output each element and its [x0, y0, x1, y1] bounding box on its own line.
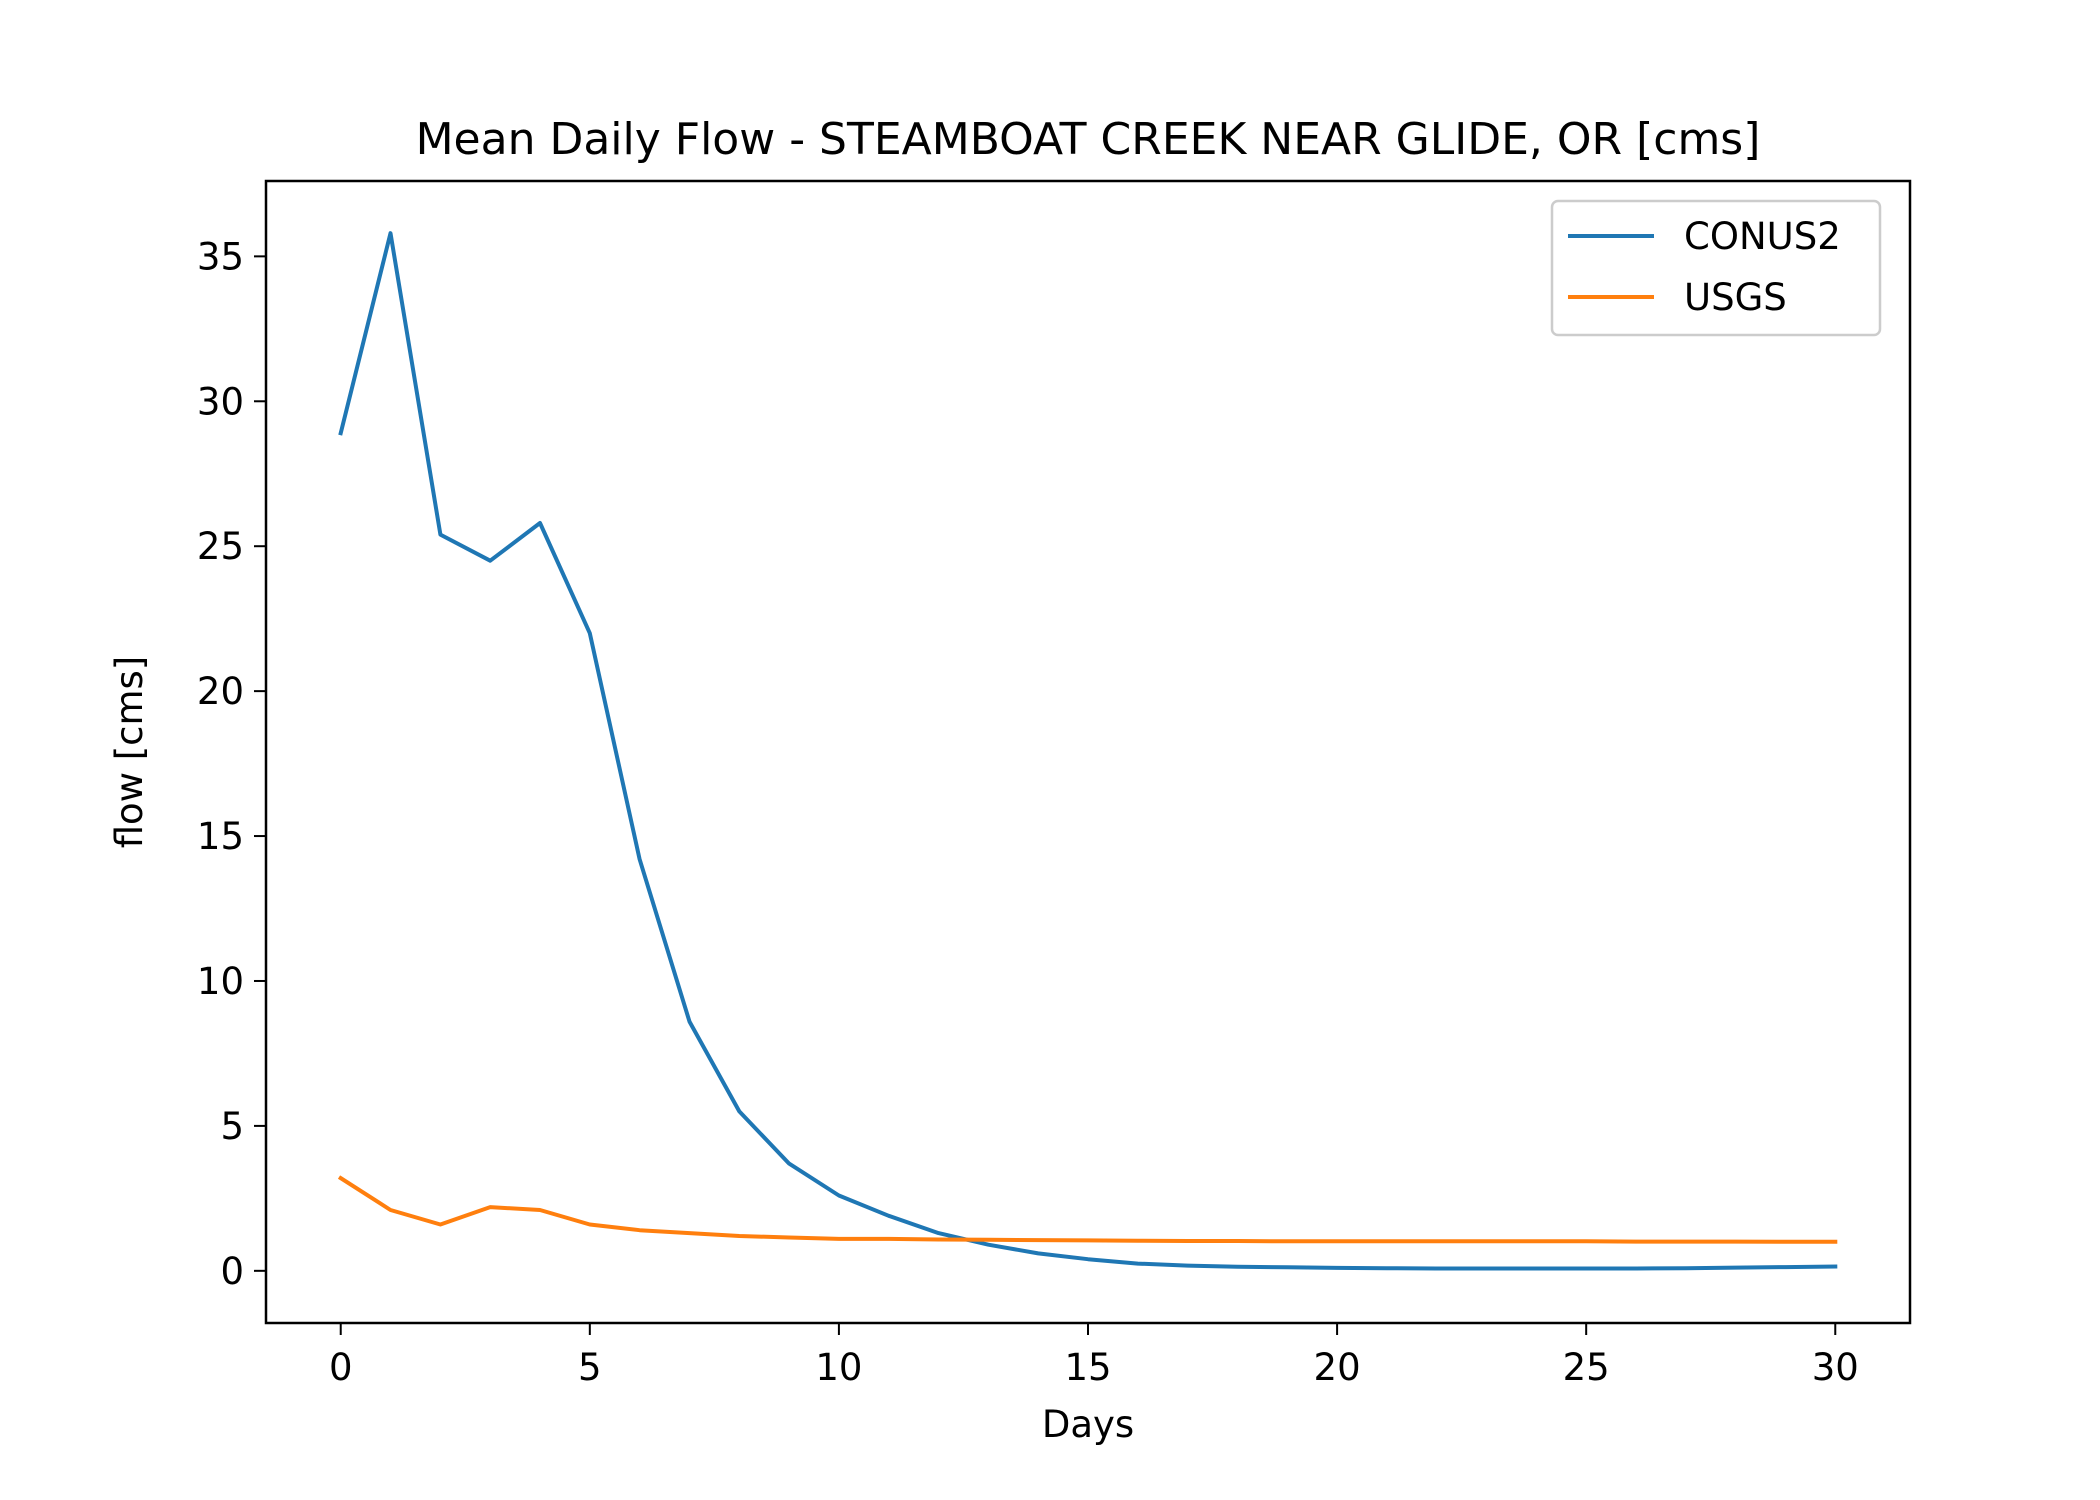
y-tick-label: 15	[197, 815, 244, 858]
y-tick-label: 30	[197, 380, 244, 423]
x-axis: 0 5 10 15 20 25 30	[329, 1323, 1859, 1389]
x-tick-label: 15	[1064, 1346, 1111, 1389]
y-tick-label: 5	[220, 1105, 244, 1148]
y-axis-label: flow [cms]	[108, 656, 151, 849]
legend: CONUS2 USGS	[1550, 199, 1882, 337]
series-layer	[337, 231, 1838, 1271]
y-tick-label: 25	[197, 525, 244, 568]
x-tick-label: 5	[578, 1346, 602, 1389]
y-tick-label: 10	[197, 960, 244, 1003]
x-tick-label: 10	[815, 1346, 862, 1389]
series-line-conus2	[338, 231, 1838, 1271]
x-tick-label: 20	[1314, 1346, 1361, 1389]
y-axis: 0 5 10 15 20 25 30 35	[197, 235, 266, 1293]
x-tick-label: 0	[329, 1346, 353, 1389]
y-tick-label: 35	[197, 235, 244, 278]
legend-entry-label: USGS	[1684, 276, 1787, 319]
y-tick-label: 20	[197, 670, 244, 713]
chart-title: Mean Daily Flow - STEAMBOAT CREEK NEAR G…	[416, 114, 1761, 165]
x-tick-label: 30	[1812, 1346, 1859, 1389]
y-tick-label: 0	[220, 1250, 244, 1293]
legend-entry-label: CONUS2	[1684, 215, 1841, 258]
x-axis-label: Days	[1042, 1403, 1134, 1446]
x-tick-label: 25	[1563, 1346, 1610, 1389]
series-line-usgs	[337, 1175, 1838, 1244]
